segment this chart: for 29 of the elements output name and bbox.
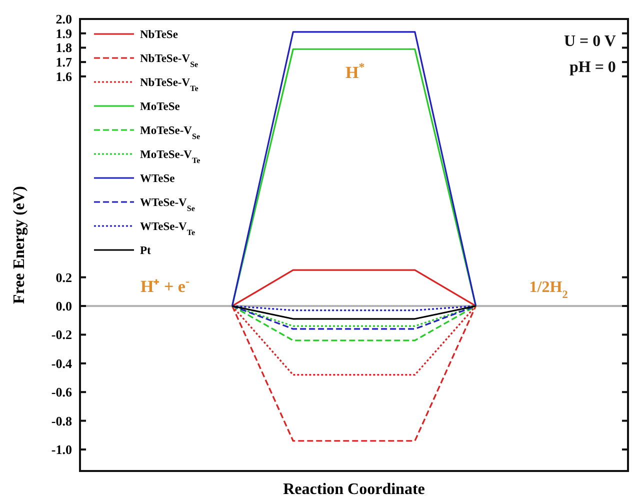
y-tick-label: 1.7 — [56, 54, 72, 70]
legend-label: WTeSe — [140, 173, 175, 186]
y-tick-label: -0.6 — [51, 384, 72, 400]
legend-label: MoTeSe-V$_{Te}$ — [140, 149, 201, 165]
annotation: pH = 0 — [569, 59, 616, 76]
legend-label: NbTeSe-V$_{Te}$ — [140, 77, 199, 93]
annotation: U = 0 V — [564, 33, 616, 50]
y-tick-label: 0.2 — [56, 270, 72, 285]
legend-label: WTeSe-V$_{Te}$ — [140, 221, 196, 237]
y-tick-label: 1.6 — [56, 68, 72, 84]
legend-label: NbTeSe-V$_{Se}$ — [140, 53, 199, 69]
y-tick-label: -0.4 — [51, 356, 72, 371]
legend-label: MoTeSe — [140, 101, 180, 114]
annotation: 1/2H$_{2}$ — [529, 279, 568, 301]
y-axis-title: Free Energy (eV) — [11, 186, 28, 304]
legend-label: NbTeSe — [140, 29, 178, 42]
legend-label: WTeSe-V$_{Se}$ — [140, 197, 196, 213]
y-tick-label: 2.0 — [56, 12, 72, 27]
y-tick-label: -0.8 — [51, 413, 72, 428]
y-tick-label: -1.0 — [51, 442, 72, 458]
x-axis-title: Reaction Coordinate — [283, 481, 425, 498]
y-tick-label: 1.8 — [56, 40, 72, 56]
legend-label: Pt — [140, 245, 152, 258]
annotation: H⁺ + e$^{-}$ — [140, 274, 190, 296]
y-tick-label: 0.0 — [56, 298, 72, 314]
y-tick-label: -0.2 — [51, 327, 72, 342]
annotation: H$^{*}$ — [346, 60, 365, 82]
legend-label: MoTeSe-V$_{Se}$ — [140, 125, 200, 141]
y-tick-label: 1.9 — [56, 26, 72, 41]
